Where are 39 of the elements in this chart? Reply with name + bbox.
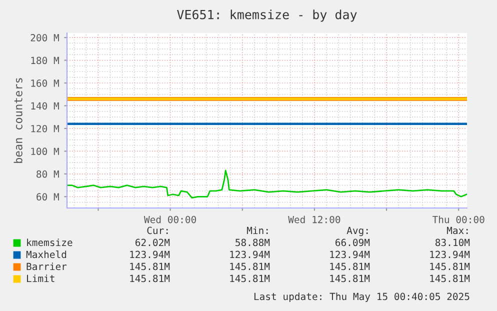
y-tick-label: 160 M <box>31 80 59 87</box>
text: 145.81M <box>430 274 470 282</box>
text: Min: <box>246 226 268 234</box>
text: Avg: <box>346 226 368 236</box>
text: 145.81M <box>330 262 370 270</box>
legend-label: Maxheld <box>26 250 66 258</box>
text: 145.81M <box>230 274 270 282</box>
y-tick-label: 200 M <box>30 34 59 42</box>
text: 66.09M <box>336 238 370 246</box>
text: 123.94M <box>130 250 170 258</box>
text: 145.81M <box>130 274 170 282</box>
text: 58.88M <box>236 238 270 246</box>
y-tick-label: 180 M <box>31 56 59 64</box>
y-tick-label: 60 M <box>36 193 59 200</box>
legend-label: Barrier <box>26 262 67 270</box>
y-tick-label: 140 M <box>31 102 59 110</box>
legend-label: Limit <box>27 274 54 282</box>
text: Last update: Thu May 15 00:40:05 2025 <box>254 292 470 302</box>
text: 145.81M <box>330 274 370 282</box>
y-tick-label: 120 M <box>31 124 59 132</box>
y-tick-label: 100 M <box>31 148 59 156</box>
text: 123.94M <box>430 250 470 258</box>
y-tick-label: 80 M <box>36 170 59 178</box>
text: 123.94M <box>330 250 370 258</box>
text: 83.10M <box>436 238 470 246</box>
legend-label: kmemsize <box>27 238 72 246</box>
x-tick-label: Wed 12:00 <box>288 216 340 224</box>
text: 62.02M <box>136 238 170 246</box>
x-tick-label: Wed 00:00 <box>144 216 196 224</box>
chart-title: VE651: kmemsize - by day <box>177 10 357 22</box>
text: 145.81M <box>130 262 170 270</box>
x-tick-label: Thu 00:00 <box>432 216 484 224</box>
text: 123.94M <box>230 250 270 258</box>
text: Max: <box>446 226 468 234</box>
text: 145.81M <box>230 262 270 270</box>
y-axis-title: bean counters <box>14 78 22 163</box>
text: 145.81M <box>430 262 470 270</box>
line-series <box>67 170 467 198</box>
text: Cur: <box>147 226 168 234</box>
